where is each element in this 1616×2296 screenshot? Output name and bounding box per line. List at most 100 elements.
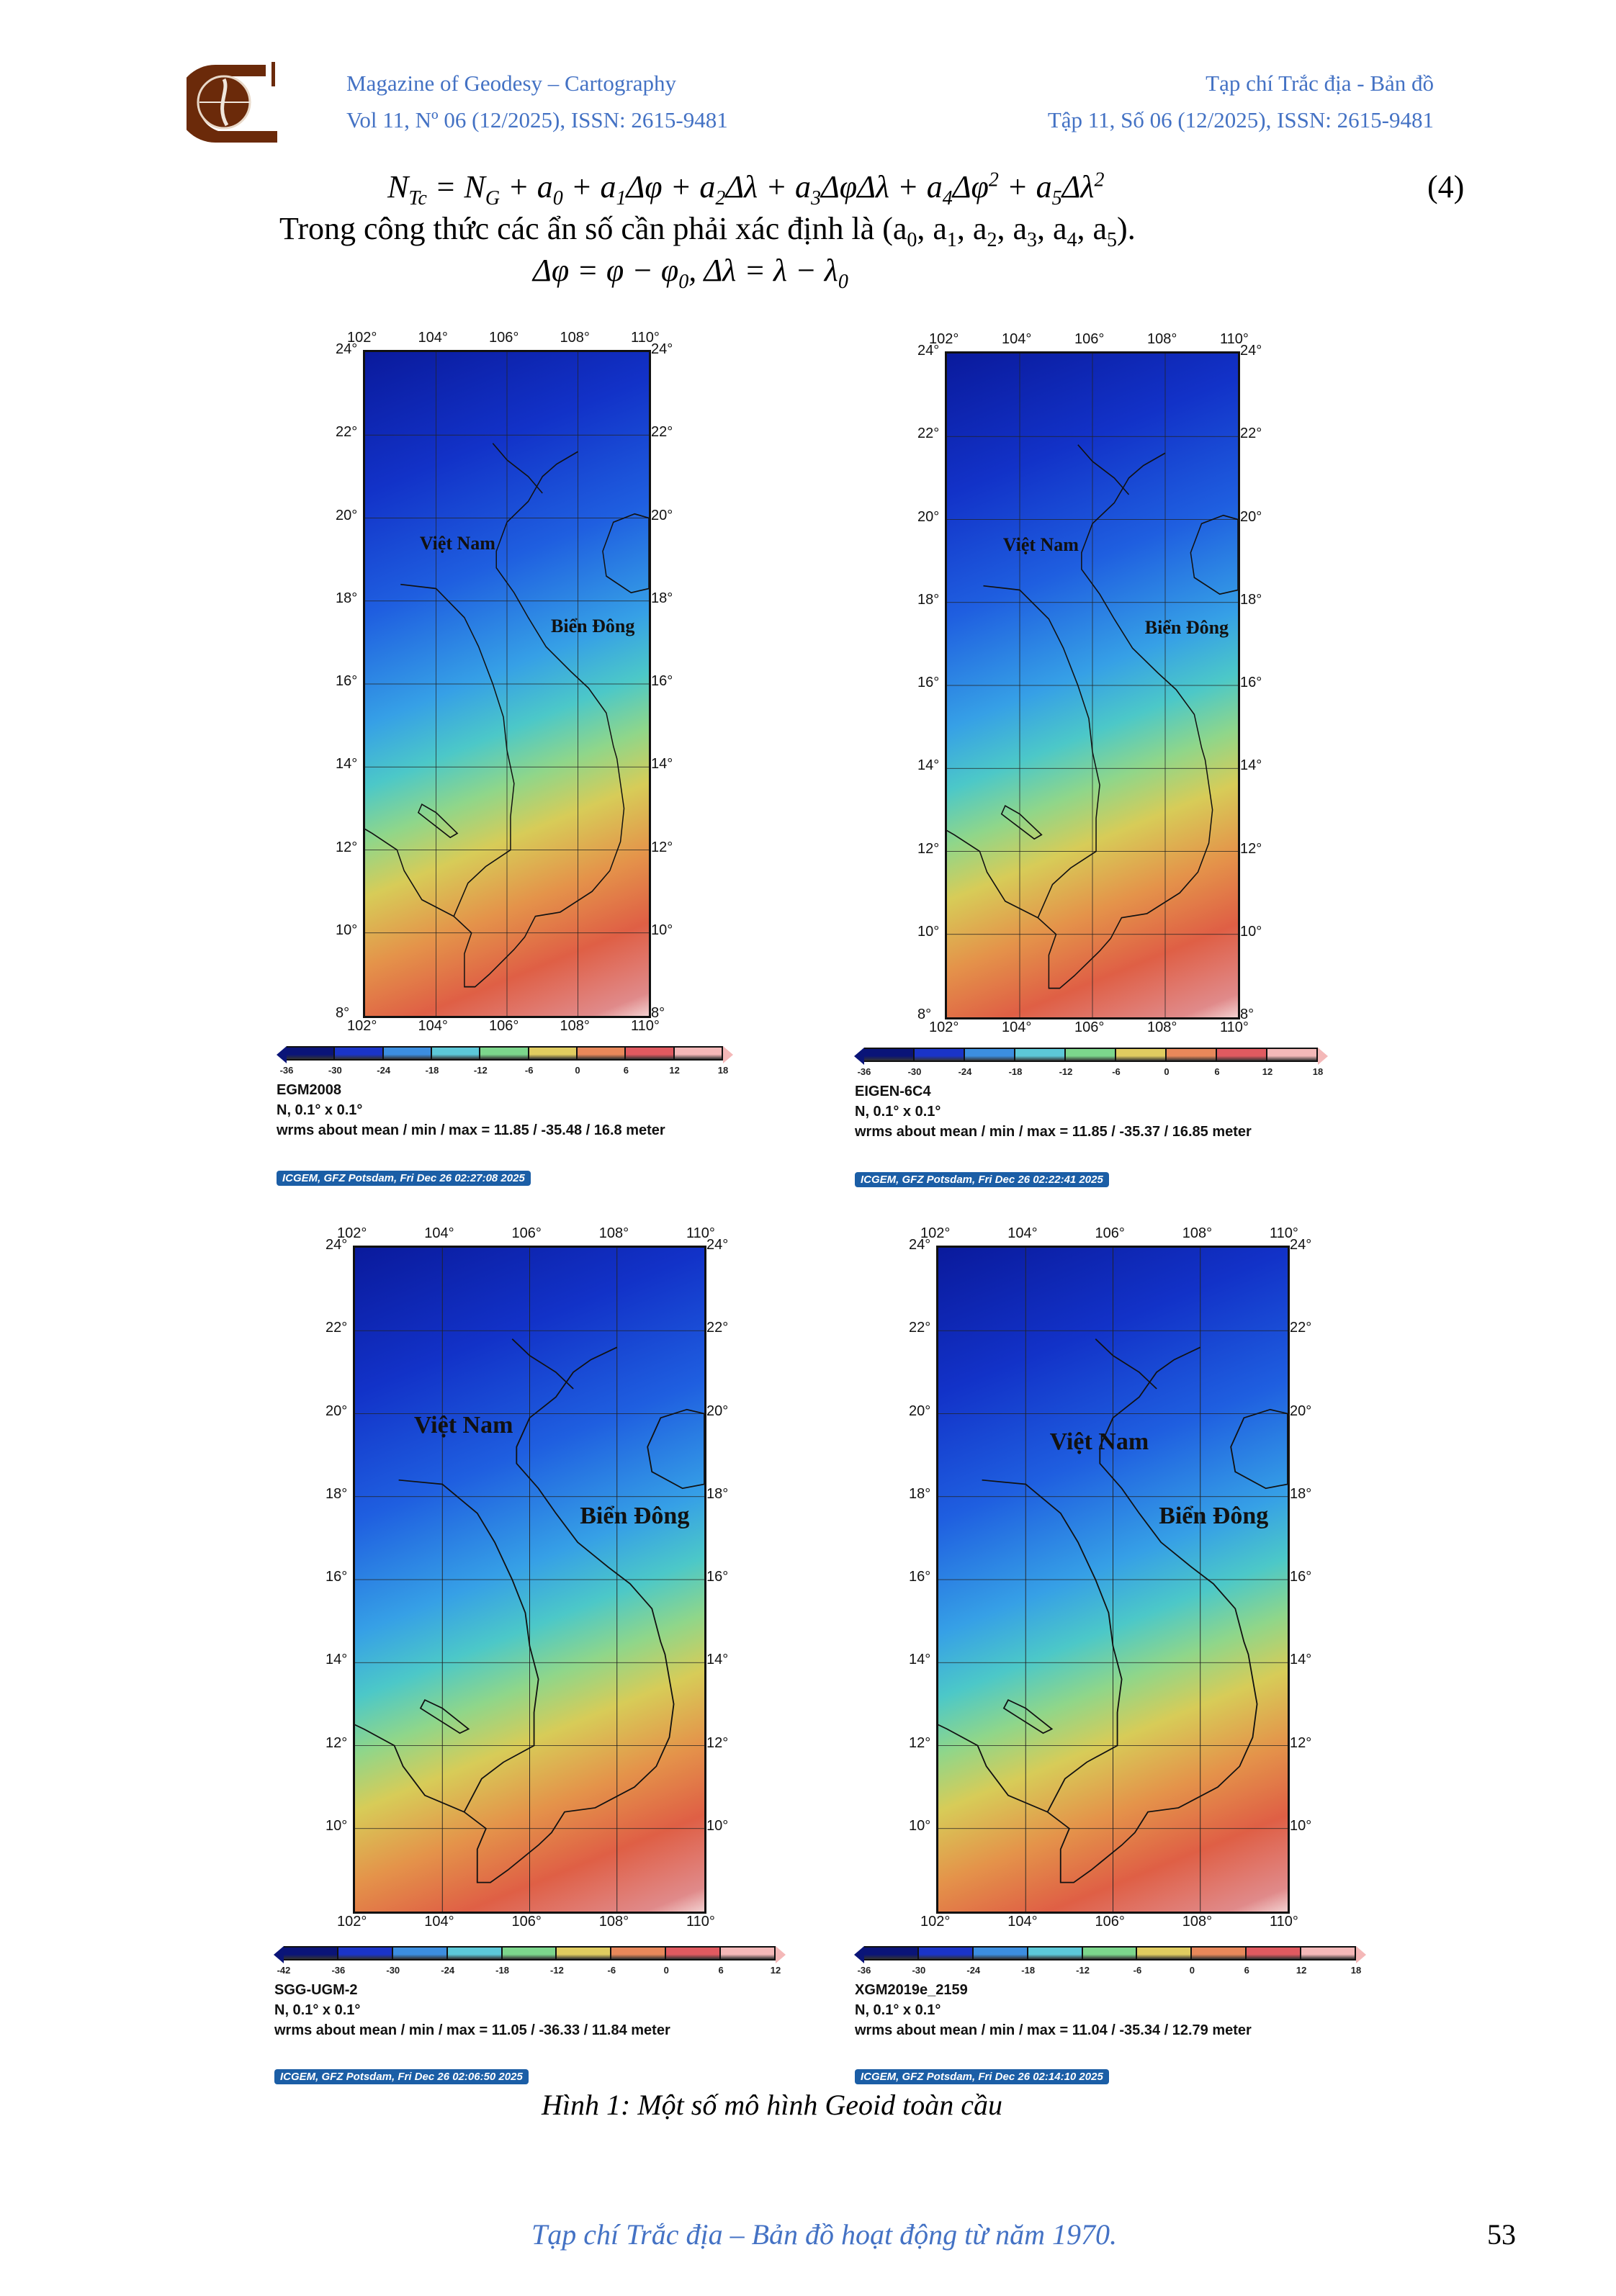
colorbar xyxy=(854,1946,1366,1963)
body-subscript: 5 xyxy=(1107,228,1118,251)
longitude-tick-label: 104° xyxy=(418,330,448,346)
hainan-island-outline xyxy=(1230,1408,1288,1490)
equation-term: + a xyxy=(562,169,616,204)
colorbar-arrow-right xyxy=(776,1946,786,1963)
longitude-tick-label: 104° xyxy=(1007,1225,1038,1241)
latitude-tick-label: 16° xyxy=(1240,675,1262,690)
longitude-tick-label: 106° xyxy=(489,1018,519,1034)
body-subscript: 0 xyxy=(907,228,917,251)
longitude-tick-label: 106° xyxy=(511,1914,542,1930)
latitude-tick-label: 10° xyxy=(336,922,358,938)
equation-term: Δφ xyxy=(626,169,663,204)
colorbar-tick-label: -24 xyxy=(441,1965,455,1976)
latitude-tick-label: 8° xyxy=(1240,1007,1254,1022)
colorbar-tick-label: 6 xyxy=(1214,1066,1220,1077)
latitude-tick-label: 16° xyxy=(336,673,358,689)
model-resolution: N, 0.1° x 0.1° xyxy=(855,1104,941,1120)
map-label-vietnam: Việt Nam xyxy=(1049,1428,1149,1455)
latitude-tick-label: 20° xyxy=(909,1403,931,1419)
hainan-island-outline xyxy=(1190,514,1238,595)
border-line xyxy=(398,1479,539,1813)
colorbar-tick-label: -36 xyxy=(857,1965,871,1976)
latitude-tick-label: 18° xyxy=(336,590,358,606)
colorbar-segment xyxy=(557,1946,612,1960)
model-name: EIGEN-6C4 xyxy=(855,1084,931,1099)
equation-subscript: 0 xyxy=(552,186,563,210)
body-text-segment: ). xyxy=(1117,211,1136,246)
longitude-tick-label: 108° xyxy=(1182,1225,1213,1241)
latitude-tick-label: 18° xyxy=(651,590,673,606)
model-resolution: N, 0.1° x 0.1° xyxy=(277,1102,363,1118)
map-overlay xyxy=(947,354,1238,1017)
equation-subscript: 4 xyxy=(942,186,953,210)
latitude-tick-label: 8° xyxy=(336,1005,350,1021)
latitude-tick-label: 14° xyxy=(1290,1652,1312,1668)
colorbar-tick-label: 12 xyxy=(1296,1965,1307,1976)
latitude-tick-label: 22° xyxy=(326,1320,348,1336)
colorbar-tick-label: -42 xyxy=(277,1965,291,1976)
colorbar-tick-label: 0 xyxy=(1189,1965,1195,1976)
longitude-tick-label: 104° xyxy=(1002,1019,1032,1035)
colorbar-tick-label: -12 xyxy=(1076,1965,1090,1976)
longitude-tick-label: 106° xyxy=(489,330,519,346)
delta-term: , Δλ = λ − λ xyxy=(688,253,838,288)
colorbar-segment xyxy=(480,1046,529,1061)
longitude-tick-label: 108° xyxy=(1147,331,1177,347)
body-text-segment: Trong công thức các ẩn số cần phải xác đ… xyxy=(279,211,907,246)
colorbar-tick-label: -36 xyxy=(857,1066,871,1077)
colorbar-segment xyxy=(529,1046,578,1061)
colorbar-segment xyxy=(447,1946,503,1960)
latitude-tick-label: 12° xyxy=(1290,1734,1312,1751)
colorbar-tick-label: -24 xyxy=(377,1065,391,1076)
model-name: XGM2019e_2159 xyxy=(855,1982,968,1998)
icgem-badge: ICGEM, GFZ Potsdam, Fri Dec 26 02:06:50 … xyxy=(274,2069,529,2084)
latitude-tick-label: 14° xyxy=(909,1652,931,1668)
colorbar-tick-label: 6 xyxy=(718,1965,724,1976)
latitude-tick-label: 22° xyxy=(909,1320,931,1336)
latitude-tick-label: 18° xyxy=(909,1485,931,1502)
equation-subscript: 2 xyxy=(715,186,726,210)
equation-term: + a xyxy=(662,169,716,204)
colorbar-segment xyxy=(611,1946,667,1960)
latitude-tick-label: 24° xyxy=(1290,1237,1312,1253)
equation-superscript: 2 xyxy=(1094,168,1105,192)
latitude-tick-label: 12° xyxy=(917,840,940,857)
latitude-tick-label: 24° xyxy=(706,1237,729,1253)
colorbar-segment xyxy=(864,1946,919,1960)
delta-subscript: 0 xyxy=(678,270,689,293)
coastline xyxy=(947,452,1213,989)
colorbar-segment xyxy=(383,1046,432,1061)
latitude-tick-label: 14° xyxy=(326,1652,348,1668)
model-resolution: N, 0.1° x 0.1° xyxy=(274,2002,361,2018)
colorbar-segment xyxy=(864,1048,915,1062)
colorbar-tick-label: -6 xyxy=(1112,1066,1121,1077)
longitude-tick-label: 110° xyxy=(631,1018,660,1034)
longitude-tick-label: 110° xyxy=(1220,331,1249,347)
hainan-island-outline xyxy=(602,513,649,594)
colorbar xyxy=(277,1046,733,1063)
latitude-tick-label: 14° xyxy=(917,757,940,774)
colorbar-segment xyxy=(915,1048,965,1062)
colorbar-tick-label: -30 xyxy=(912,1965,926,1976)
latitude-tick-label: 12° xyxy=(336,839,358,855)
latitude-tick-label: 20° xyxy=(917,508,940,525)
colorbar-segment xyxy=(284,1946,338,1960)
border-line xyxy=(1077,444,1130,495)
equation-subscript: Tc xyxy=(408,186,427,210)
colorbar-tick-label: 12 xyxy=(1262,1066,1273,1077)
colorbar-tick-label: -24 xyxy=(958,1066,972,1077)
longitude-tick-label: 104° xyxy=(1007,1914,1038,1930)
colorbar-arrow-right xyxy=(1318,1048,1328,1065)
body-subscript: 4 xyxy=(1067,228,1077,251)
equation-term: + a xyxy=(758,169,811,204)
latitude-tick-label: 24° xyxy=(326,1237,348,1253)
header-journal-vi: Tạp chí Trắc địa - Bản đồ xyxy=(1206,71,1434,96)
model-resolution: N, 0.1° x 0.1° xyxy=(855,2002,941,2018)
latitude-tick-label: 24° xyxy=(336,341,358,357)
latitude-tick-label: 14° xyxy=(336,756,358,773)
geoid-map xyxy=(353,1246,706,1914)
latitude-tick-label: 14° xyxy=(1240,757,1262,774)
map-label-vietnam: Việt Nam xyxy=(413,1411,513,1439)
figure-caption: Hình 1: Một số mô hình Geoid toàn cầu xyxy=(542,2089,1002,2121)
equation-4: NTc = NG + a0 + a1Δφ + a2Δλ + a3ΔφΔλ + a… xyxy=(387,168,1104,210)
